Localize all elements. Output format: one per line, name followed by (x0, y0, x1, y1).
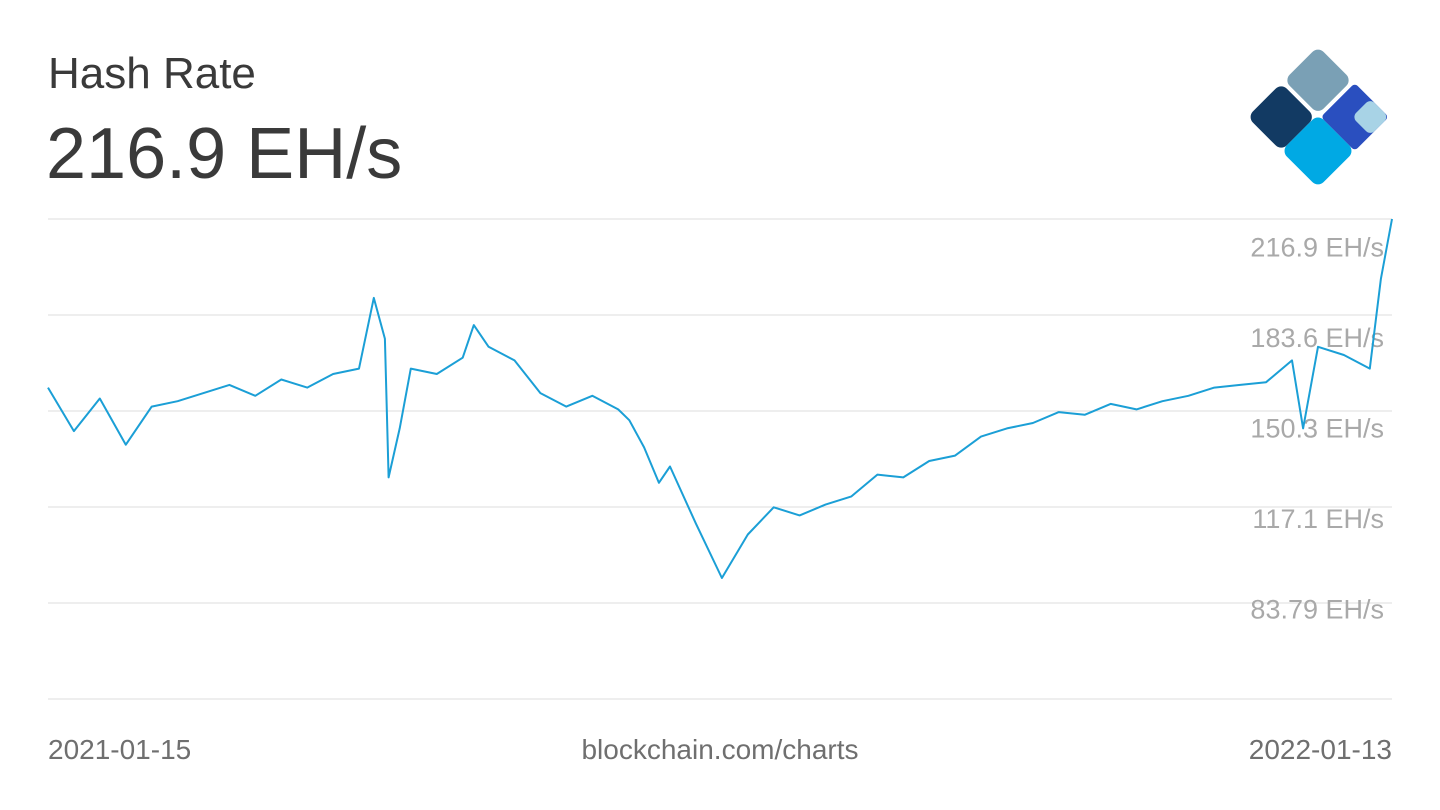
hash-rate-line (47, 218, 1393, 579)
end-date-label: 2022-01-13 (1248, 734, 1392, 765)
chart-grid (48, 218, 1392, 700)
y-tick-label: 117.1 EH/s (1252, 504, 1384, 534)
current-value: 216.9 EH/s (46, 114, 403, 194)
y-tick-label: 216.9 EH/s (1250, 232, 1384, 262)
logo-square-bottom (1284, 117, 1352, 185)
logo-square-left (1250, 86, 1312, 148)
start-date-label: 2021-01-15 (48, 734, 192, 765)
source-link[interactable]: blockchain.com/charts (581, 734, 859, 765)
blockchain-logo-icon[interactable] (1244, 44, 1392, 190)
chart-title: Hash Rate (48, 49, 256, 98)
logo-square-corner (1354, 101, 1387, 133)
logo-square-top (1287, 49, 1349, 111)
y-tick-label: 83.79 EH/s (1250, 594, 1384, 624)
y-tick-label: 150.3 EH/s (1250, 414, 1384, 444)
